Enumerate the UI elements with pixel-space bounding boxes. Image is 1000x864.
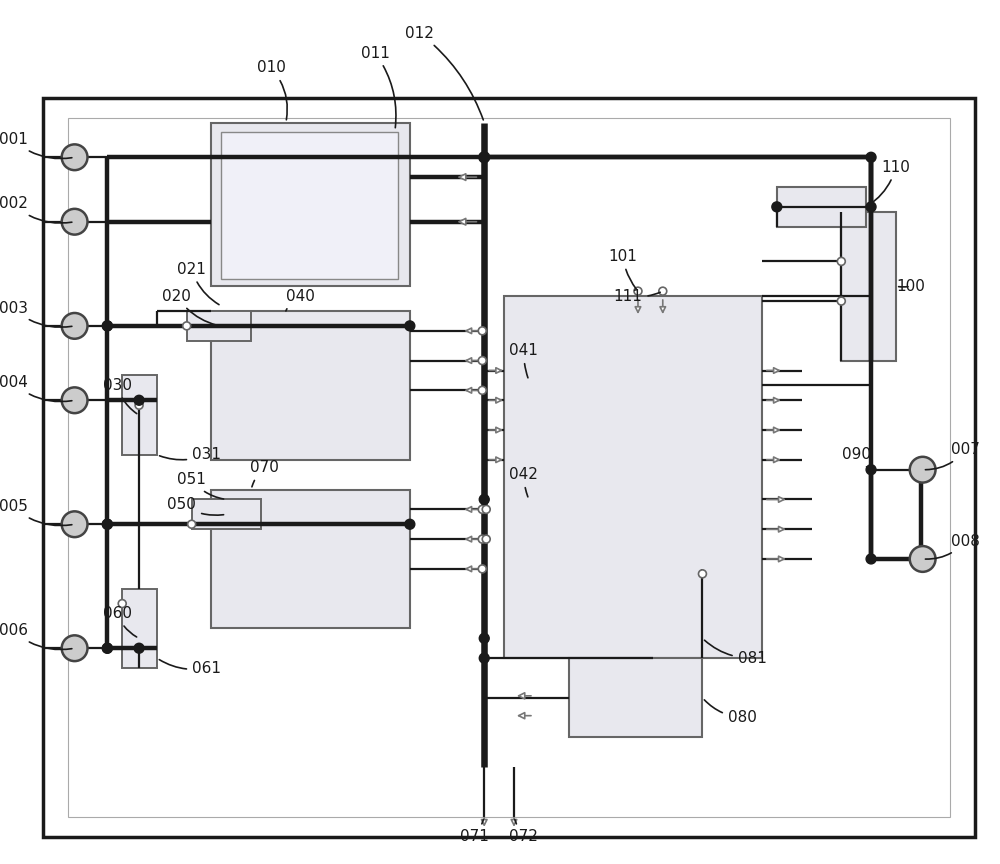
Text: 061: 061	[159, 659, 221, 676]
Circle shape	[102, 644, 112, 653]
Text: 110: 110	[868, 160, 910, 206]
Circle shape	[837, 297, 845, 305]
Text: 012: 012	[405, 26, 483, 120]
Circle shape	[910, 457, 936, 483]
Text: 001: 001	[0, 132, 72, 159]
Circle shape	[479, 653, 489, 663]
Circle shape	[478, 357, 486, 365]
Text: 111: 111	[614, 289, 660, 303]
Circle shape	[188, 520, 196, 528]
Text: 006: 006	[0, 623, 72, 650]
Bar	[211, 490, 410, 628]
Text: 050: 050	[167, 497, 224, 515]
Text: 005: 005	[0, 499, 72, 525]
Text: 100: 100	[896, 279, 925, 294]
Bar	[187, 311, 251, 340]
Circle shape	[62, 511, 87, 537]
Circle shape	[479, 494, 489, 505]
Bar	[569, 658, 702, 738]
Text: 002: 002	[0, 196, 72, 223]
Text: 080: 080	[704, 700, 757, 725]
Circle shape	[134, 396, 144, 405]
Circle shape	[405, 519, 415, 530]
Circle shape	[698, 570, 706, 578]
Text: 004: 004	[0, 375, 72, 402]
Text: 081: 081	[704, 640, 766, 665]
Text: 070: 070	[250, 461, 278, 486]
Circle shape	[405, 321, 415, 331]
Text: 021: 021	[177, 262, 219, 305]
Bar	[68, 118, 950, 816]
Circle shape	[478, 505, 486, 513]
Text: 090: 090	[842, 448, 871, 468]
Text: 060: 060	[103, 606, 137, 637]
Circle shape	[62, 313, 87, 339]
Circle shape	[62, 635, 87, 661]
Circle shape	[479, 152, 490, 162]
Circle shape	[62, 387, 87, 413]
Circle shape	[135, 401, 143, 410]
Circle shape	[183, 322, 191, 330]
Text: 011: 011	[361, 46, 396, 128]
Text: 041: 041	[509, 343, 538, 378]
Circle shape	[634, 287, 642, 295]
Circle shape	[482, 505, 490, 513]
Circle shape	[478, 535, 486, 543]
Circle shape	[62, 209, 87, 235]
Circle shape	[910, 546, 936, 572]
Circle shape	[478, 565, 486, 573]
Bar	[211, 311, 410, 460]
Text: 031: 031	[160, 448, 221, 462]
Text: 003: 003	[0, 301, 72, 327]
Text: 101: 101	[609, 249, 638, 289]
Text: 008: 008	[925, 534, 980, 559]
Circle shape	[102, 519, 112, 530]
Bar	[504, 296, 762, 658]
Text: 051: 051	[177, 472, 224, 499]
Circle shape	[866, 152, 876, 162]
Circle shape	[102, 321, 112, 331]
Circle shape	[659, 287, 667, 295]
Text: 020: 020	[162, 289, 217, 325]
Text: 071: 071	[460, 819, 489, 844]
Circle shape	[478, 327, 486, 334]
Bar	[122, 376, 157, 454]
Bar	[122, 588, 157, 668]
Circle shape	[478, 386, 486, 394]
Bar	[211, 123, 410, 286]
Text: 040: 040	[286, 289, 315, 311]
Text: 010: 010	[257, 60, 287, 120]
Circle shape	[772, 202, 782, 212]
Bar	[221, 132, 398, 279]
Text: 072: 072	[509, 819, 538, 844]
Circle shape	[102, 644, 112, 653]
Circle shape	[482, 535, 490, 543]
Circle shape	[102, 321, 112, 331]
Circle shape	[866, 202, 876, 212]
Circle shape	[479, 633, 489, 644]
Text: 007: 007	[925, 442, 980, 470]
Text: 042: 042	[509, 467, 538, 497]
Circle shape	[102, 519, 112, 530]
Circle shape	[134, 644, 144, 653]
Bar	[192, 499, 261, 530]
Bar	[841, 212, 896, 360]
Circle shape	[866, 465, 876, 474]
Bar	[777, 187, 866, 226]
Text: 030: 030	[103, 378, 137, 414]
Bar	[43, 98, 975, 836]
Circle shape	[866, 554, 876, 564]
Circle shape	[837, 257, 845, 265]
Circle shape	[62, 144, 87, 170]
Circle shape	[118, 600, 126, 607]
